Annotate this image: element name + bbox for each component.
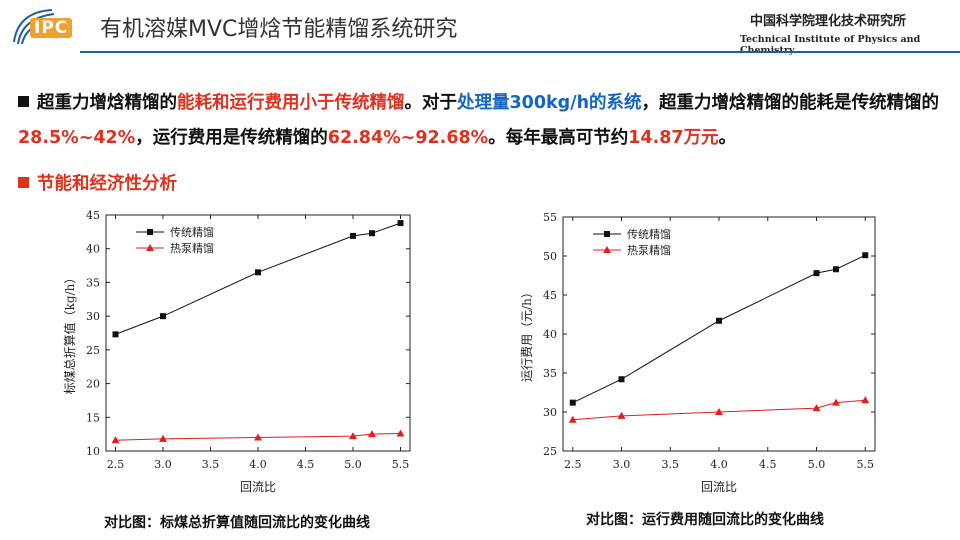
square-bullet-icon: [18, 96, 29, 107]
caption-right: 对比图：运行费用随回流比的变化曲线: [586, 509, 824, 529]
data-point: [350, 233, 356, 239]
ipc-logo: IPC: [8, 6, 72, 46]
y-tick-label: 45: [543, 289, 557, 302]
summary-text: 。每年最高可节约: [488, 128, 628, 148]
summary-text: 。: [719, 128, 737, 148]
y-axis-label: 标煤总折算值（kg/h）: [62, 272, 77, 395]
data-point: [814, 270, 820, 276]
y-tick-label: 25: [86, 344, 100, 357]
series-line: [573, 255, 866, 402]
data-point: [619, 376, 625, 382]
x-tick-label: 5.0: [344, 458, 362, 471]
data-point: [113, 331, 119, 337]
section-subheading: 节能和经济性分析: [18, 170, 177, 195]
legend-label: 传统精馏: [627, 227, 671, 241]
x-tick-label: 4.0: [249, 458, 267, 471]
summary-highlight: 62.84%~92.68%: [328, 128, 488, 148]
header-divider: [80, 51, 960, 53]
y-tick-label: 35: [86, 276, 100, 289]
data-point: [861, 396, 869, 403]
data-point: [369, 230, 375, 236]
x-tick-label: 5.0: [808, 458, 826, 471]
x-tick-label: 4.5: [297, 458, 315, 471]
data-point: [397, 429, 405, 436]
institute-name-cn: 中国科学院理化技术研究所: [750, 10, 906, 29]
logo-text: IPC: [30, 18, 72, 38]
data-point: [833, 266, 839, 272]
y-tick-label: 35: [543, 367, 557, 380]
y-tick-label: 15: [86, 411, 100, 424]
caption-left: 对比图：标煤总折算值随回流比的变化曲线: [104, 512, 370, 532]
summary-highlight: 14.87万元: [628, 128, 718, 148]
x-tick-label: 3.5: [202, 458, 220, 471]
legend-marker: [604, 231, 610, 237]
y-tick-label: 50: [543, 250, 557, 263]
x-tick-label: 2.5: [564, 458, 582, 471]
y-tick-label: 30: [86, 310, 100, 323]
x-axis-label: 回流比: [701, 480, 737, 494]
y-tick-label: 25: [543, 445, 557, 458]
summary-paragraph: 超重力增焓精馏的能耗和运行费用小于传统精馏。对于处理量300kg/h的系统，超重…: [18, 86, 948, 156]
y-tick-label: 40: [543, 328, 557, 341]
y-tick-label: 30: [543, 406, 557, 419]
x-tick-label: 5.5: [392, 458, 410, 471]
data-point: [716, 318, 722, 324]
coal-equivalent-chart: 2.5 3.0 3.5 4.0 4.5 5.0 5.5 10 15 20 25 30 35 40 45 回流比…: [60, 205, 420, 500]
legend-marker: [147, 229, 153, 235]
summary-highlight: 28.5%~42%: [18, 128, 135, 148]
summary-highlight: 能耗和运行费用小于传统精馏: [177, 93, 405, 113]
subheading-text: 节能和经济性分析: [37, 174, 177, 194]
x-tick-label: 2.5: [107, 458, 125, 471]
series-line: [116, 223, 401, 334]
operating-cost-chart: 2.5 3.0 3.5 4.0 4.5 5.0 5.5 25 30 35 40 45 50 55 回流比 运行…: [515, 205, 885, 500]
x-tick-label: 5.5: [857, 458, 875, 471]
slide-header: IPC 有机溶媒MVC增焓节能精馏系统研究 中国科学院理化技术研究所 Techn…: [0, 0, 960, 50]
square-bullet-icon: [18, 177, 29, 188]
page-title: 有机溶媒MVC增焓节能精馏系统研究: [100, 11, 457, 43]
y-tick-label: 10: [86, 445, 100, 458]
x-tick-label: 3.5: [662, 458, 680, 471]
summary-text: 。对于: [405, 93, 458, 113]
data-point: [398, 220, 404, 226]
y-tick-label: 55: [543, 211, 557, 224]
legend-label: 热泵精馏: [627, 243, 671, 257]
y-tick-label: 45: [86, 209, 100, 222]
summary-highlight: 处理量300kg/h的系统: [457, 93, 642, 113]
legend-label: 传统精馏: [170, 225, 214, 239]
summary-text: ，超重力增焓精馏的能耗是传统精馏的: [642, 93, 940, 113]
data-point: [862, 252, 868, 258]
y-axis-label: 运行费用（元/h）: [520, 286, 534, 382]
x-tick-label: 3.0: [154, 458, 172, 471]
x-tick-label: 4.0: [710, 458, 728, 471]
data-point: [255, 269, 261, 275]
y-tick-label: 40: [86, 243, 100, 256]
x-axis-label: 回流比: [240, 480, 276, 494]
x-tick-label: 4.5: [759, 458, 777, 471]
summary-text: 超重力增焓精馏的: [37, 93, 177, 113]
y-tick-label: 20: [86, 378, 100, 391]
legend-label: 热泵精馏: [170, 241, 214, 255]
summary-text: ，运行费用是传统精馏的: [135, 128, 328, 148]
x-tick-label: 3.0: [613, 458, 631, 471]
data-point: [160, 313, 166, 319]
data-point: [570, 400, 576, 406]
